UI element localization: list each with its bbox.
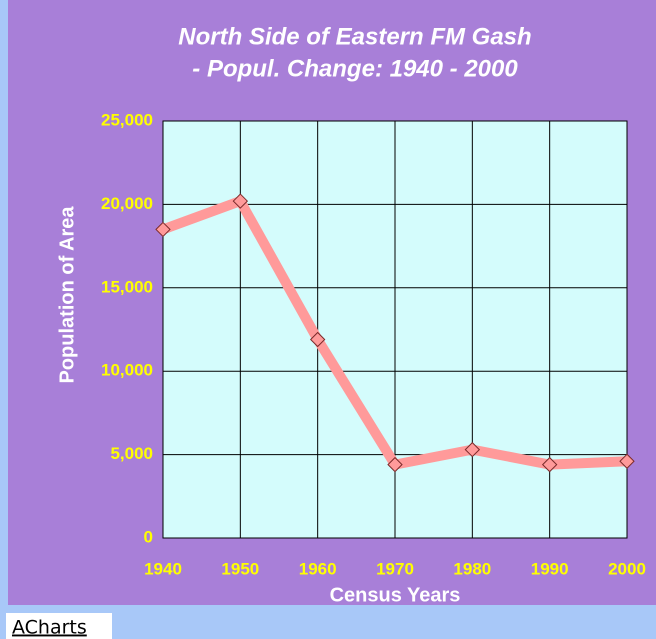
x-tick-label: 1960: [299, 559, 337, 578]
footer-link[interactable]: ACharts: [12, 617, 87, 639]
x-tick-label: 1980: [453, 559, 491, 578]
point-marker: [387, 456, 403, 473]
x-tick-label: 1970: [376, 559, 414, 578]
chart-title: North Side of Eastern FM Gash: [178, 23, 531, 50]
plot-border: [162, 120, 628, 539]
x-tick-label: 1950: [221, 559, 259, 578]
y-tick-label: 0: [144, 527, 153, 546]
x-tick-label: 1990: [531, 559, 569, 578]
y-tick-label: 25,000: [101, 110, 153, 129]
x-axis-label: Census Years: [330, 584, 461, 606]
chart-subtitle: - Popul. Change: 1940 - 2000: [192, 55, 518, 82]
x-tick-label: 1940: [144, 559, 182, 578]
y-axis-label: Population of Area: [56, 206, 78, 384]
point-marker: [232, 193, 249, 209]
y-tick-label: 10,000: [101, 361, 153, 380]
footer-box: [6, 613, 112, 639]
point-marker: [541, 456, 558, 473]
y-tick-label: 15,000: [101, 277, 153, 296]
point-marker: [619, 453, 635, 469]
y-tick-label: 5,000: [110, 444, 153, 463]
y-tick-label: 20,000: [101, 194, 153, 213]
point-marker: [155, 221, 171, 238]
x-tick-label: 2000: [608, 559, 646, 578]
point-marker: [464, 441, 481, 458]
point-marker: [309, 331, 326, 348]
